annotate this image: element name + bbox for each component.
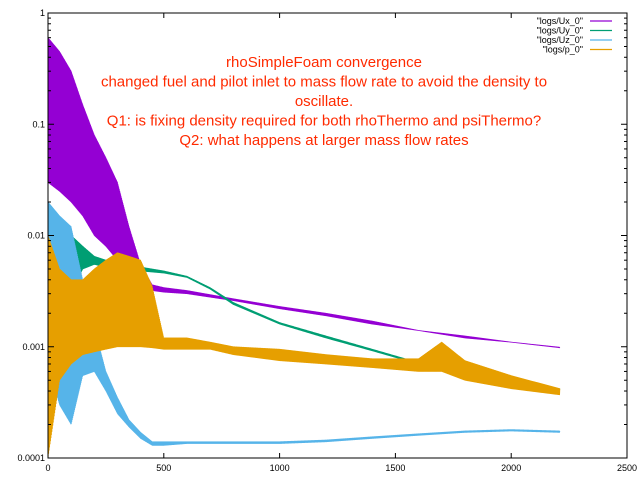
y-tick-label: 0.0001 <box>17 453 45 463</box>
x-tick-label: 2500 <box>617 463 637 473</box>
series-line-4 <box>48 235 561 457</box>
x-tick-label: 1000 <box>270 463 290 473</box>
y-tick-label: 0.1 <box>32 119 45 129</box>
annotation-line-5: Q2: what happens at larger mass flow rat… <box>179 132 468 149</box>
annotation-line-3: oscillate. <box>295 93 353 110</box>
x-tick-label: 2000 <box>501 463 521 473</box>
x-tick-label: 1500 <box>385 463 405 473</box>
legend-label-2: "logs/Uy_0" <box>537 26 583 36</box>
y-tick-label: 0.01 <box>27 231 45 241</box>
annotation: rhoSimpleFoam convergence changed fuel an… <box>101 54 547 149</box>
series-line-3 <box>48 202 561 446</box>
y-tick-label: 1 <box>40 8 45 18</box>
annotation-line-2: changed fuel and pilot inlet to mass flo… <box>101 74 547 91</box>
x-tick-label: 0 <box>45 463 50 473</box>
y-axis: 0.0001 0.001 0.01 0.1 1 <box>17 8 627 463</box>
legend-label-4: "logs/p_0" <box>543 45 583 55</box>
series-line-1 <box>48 37 561 349</box>
legend-label-3: "logs/Uz_0" <box>537 35 583 45</box>
annotation-line-4: Q1: is fixing density required for both … <box>107 113 541 130</box>
annotation-line-1: rhoSimpleFoam convergence <box>226 54 422 71</box>
x-axis: 0 500 1000 1500 2000 2500 <box>45 13 637 473</box>
legend-label-1: "logs/Ux_0" <box>537 16 583 26</box>
y-tick-label: 0.001 <box>22 342 45 352</box>
x-tick-label: 500 <box>156 463 171 473</box>
legend: "logs/Ux_0""logs/Uy_0""logs/Uz_0""logs/p… <box>537 16 612 55</box>
